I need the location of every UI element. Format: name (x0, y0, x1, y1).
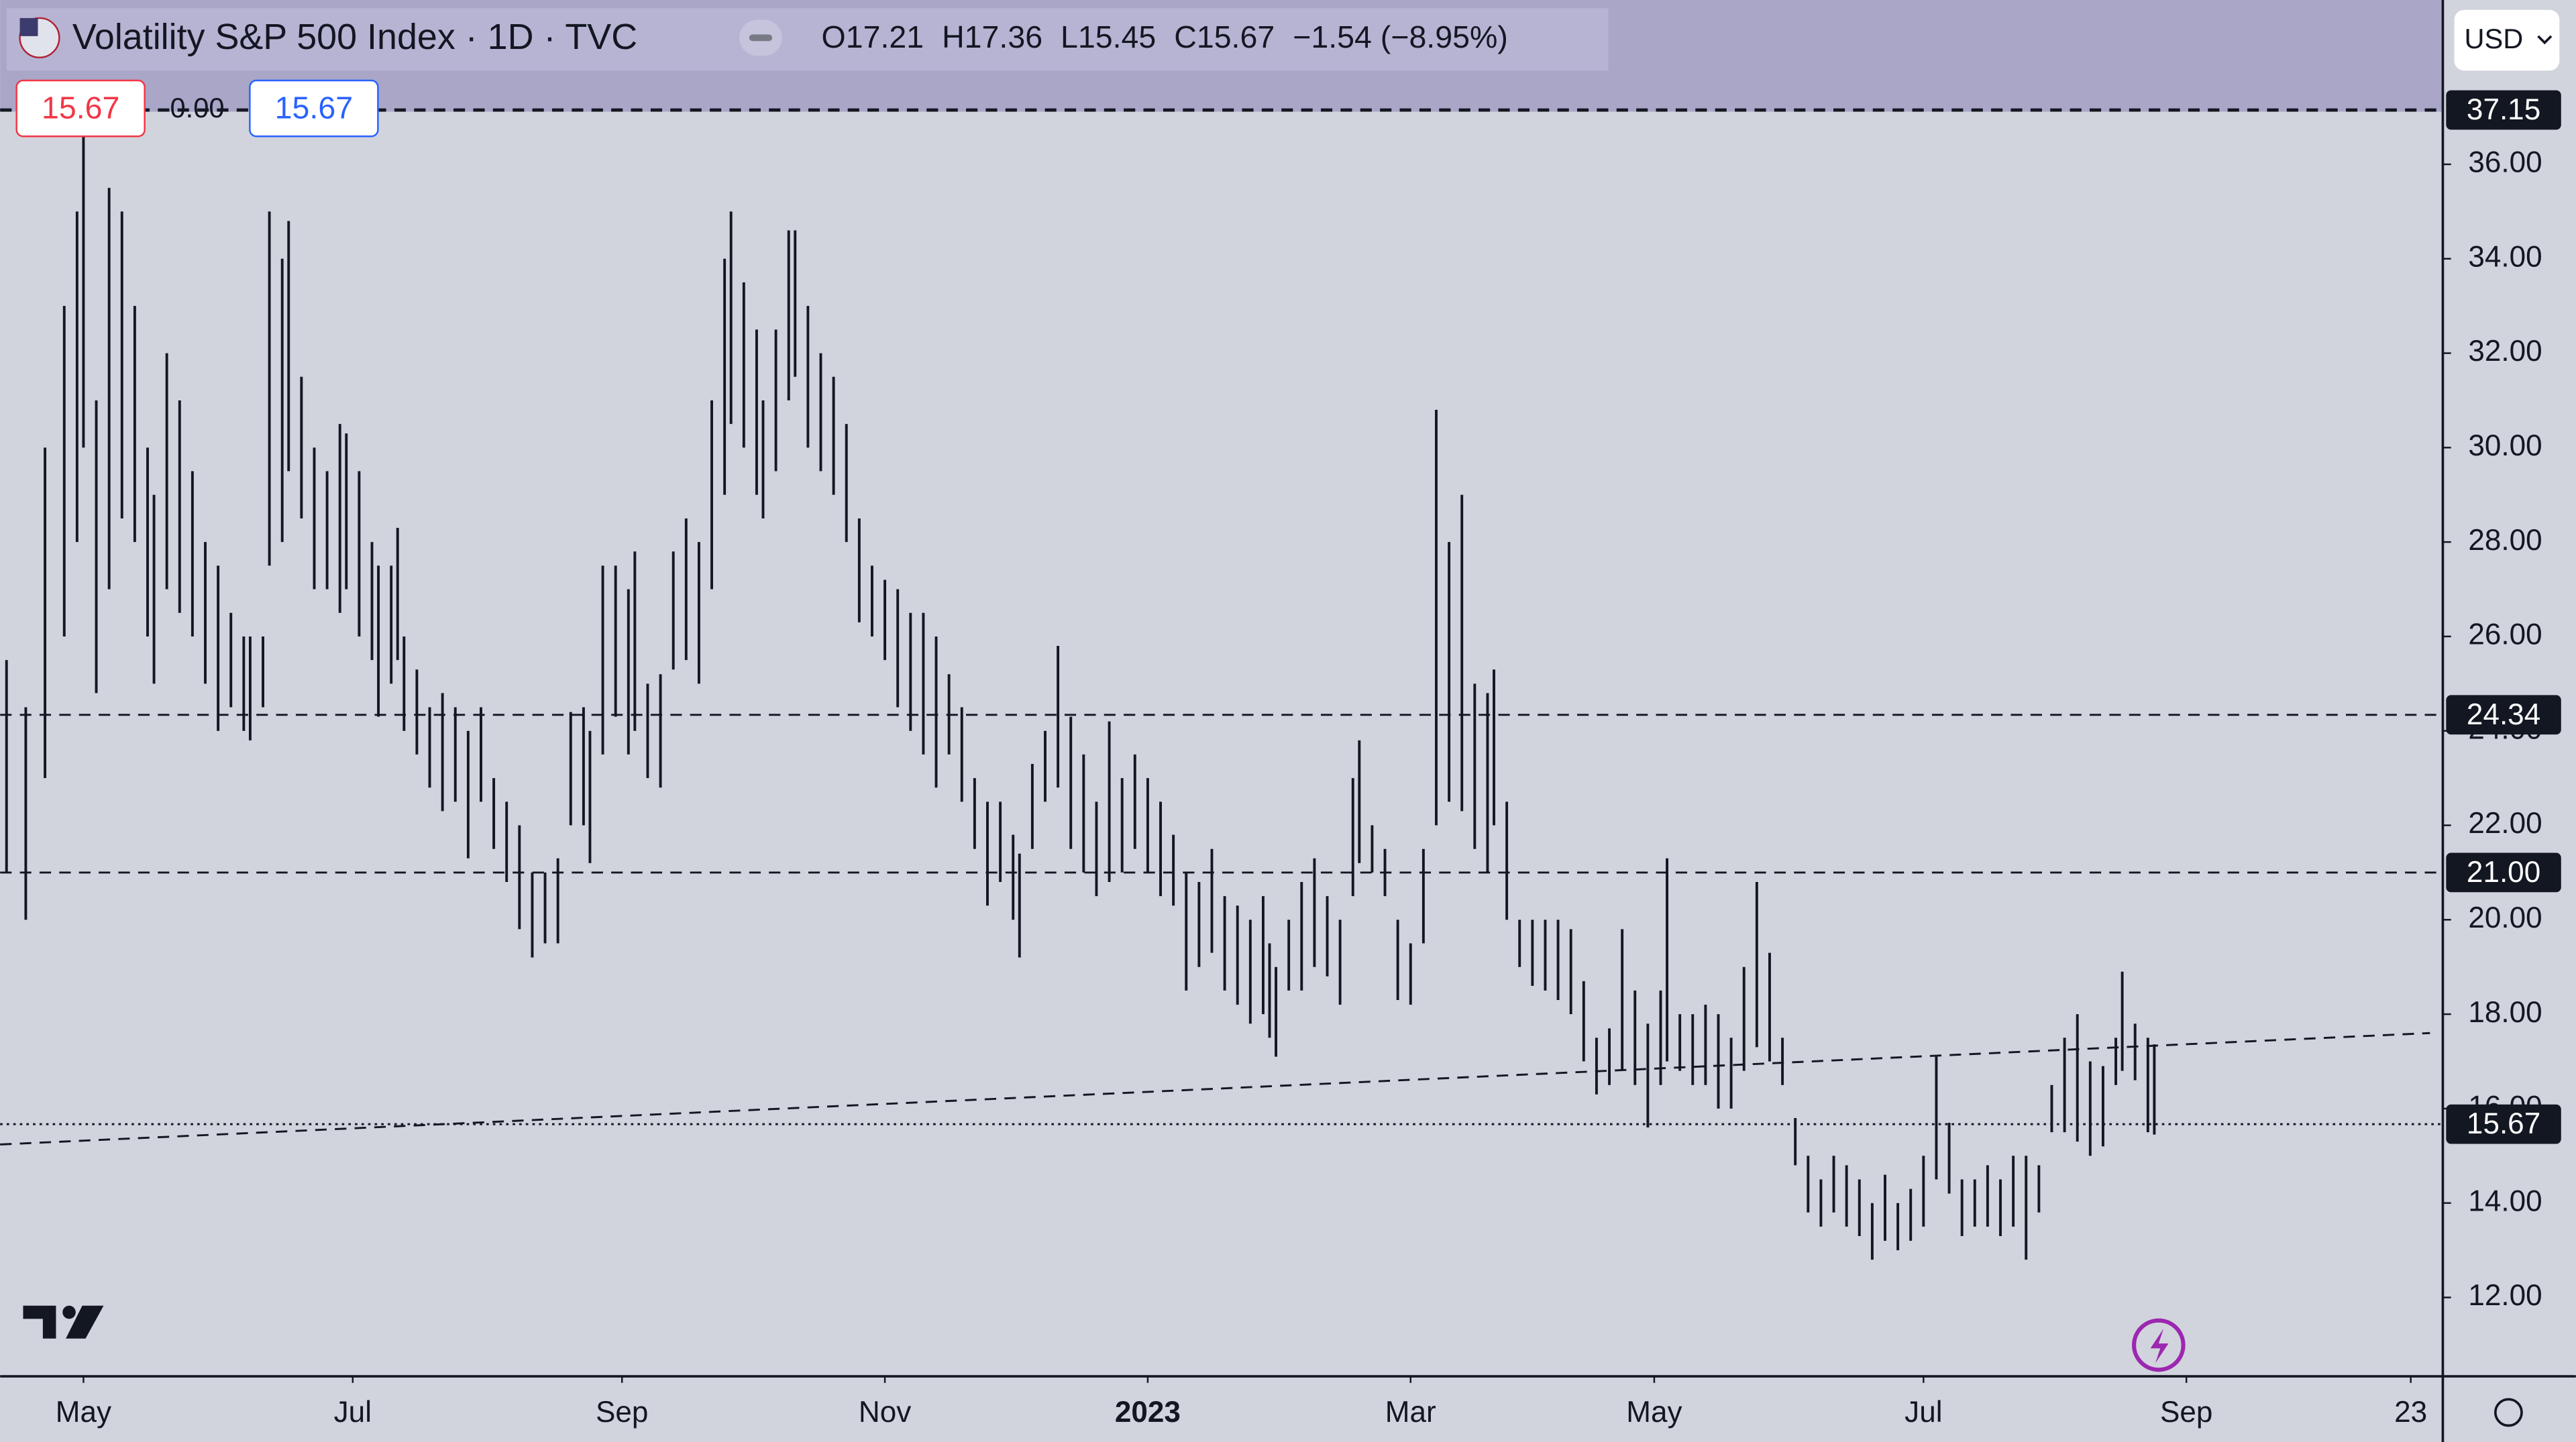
ohlc-value: H17.36 (942, 19, 1042, 54)
y-tick-label: 12.00 (2468, 1279, 2542, 1312)
ohlc-value: C15.67 (1174, 19, 1275, 54)
price-badge (2446, 695, 2561, 735)
legend-title: Volatility S&P 500 Index · 1D · TVC (72, 17, 637, 57)
y-tick-label: 34.00 (2468, 240, 2542, 273)
ohlc-values: O17.21 H17.36 L15.45 C15.67 −1.54 (−8.95%) (822, 19, 1508, 54)
x-tick-label: Jul (1904, 1396, 1942, 1429)
y-tick-label: 22.00 (2468, 807, 2542, 840)
y-tick-label: 28.00 (2468, 524, 2542, 557)
trend-line (0, 1032, 2430, 1146)
price-badge (2446, 90, 2561, 130)
y-tick-label: 32.00 (2468, 335, 2542, 368)
y-tick-label: 14.00 (2468, 1184, 2542, 1217)
legend-box (6, 8, 1609, 71)
lightning-button[interactable] (2132, 1318, 2186, 1372)
x-tick-label: May (1626, 1396, 1682, 1429)
y-tick-label: 26.00 (2468, 618, 2542, 651)
x-tick-label: 23 (2394, 1396, 2427, 1429)
spread: 0.00 (170, 92, 225, 123)
price-badge-label: 37.15 (2467, 93, 2540, 126)
y-tick-label: 20.00 (2468, 901, 2542, 934)
currency-button[interactable] (2454, 9, 2560, 71)
x-tick-label: Nov (859, 1396, 911, 1429)
x-tick-label: Sep (2160, 1396, 2212, 1429)
settings-button[interactable] (2493, 1398, 2523, 1427)
dropdown-icon (2537, 35, 2553, 45)
ask-price: 15.67 (275, 90, 353, 125)
price-badge-label: 24.34 (2467, 698, 2540, 731)
y-tick-label: 30.00 (2468, 429, 2542, 462)
logo-part (66, 1305, 104, 1339)
plot-area (0, 108, 2443, 1260)
x-tick-label: Jul (334, 1396, 372, 1429)
bid-price: 15.67 (42, 90, 119, 125)
price-badge (2446, 1104, 2561, 1144)
ohlc-value: O17.21 (822, 19, 924, 54)
ohlc-value: −1.54 (−8.95%) (1293, 19, 1508, 54)
price-badge-label: 15.67 (2467, 1107, 2540, 1140)
bid-badge[interactable] (15, 79, 146, 137)
x-tick-label: 2023 (1115, 1396, 1181, 1429)
ohlc-value: L15.45 (1061, 19, 1156, 54)
x-tick-label: May (56, 1396, 111, 1429)
price-badge (2446, 852, 2561, 893)
logo-part (62, 1305, 76, 1319)
price-badge-label: 21.00 (2467, 856, 2540, 889)
toggle-icon (749, 34, 773, 42)
tv-logo (23, 1305, 104, 1339)
x-tick-label: Mar (1385, 1396, 1436, 1429)
lightning-icon (2150, 1329, 2169, 1364)
ask-badge[interactable] (249, 79, 379, 137)
x-tick-label: Sep (596, 1396, 648, 1429)
logo-part (23, 1305, 56, 1339)
y-tick-label: 18.00 (2468, 996, 2542, 1029)
currency: USD (2464, 23, 2523, 54)
flag-canton (19, 17, 38, 36)
y-tick-label: 36.00 (2468, 146, 2542, 179)
